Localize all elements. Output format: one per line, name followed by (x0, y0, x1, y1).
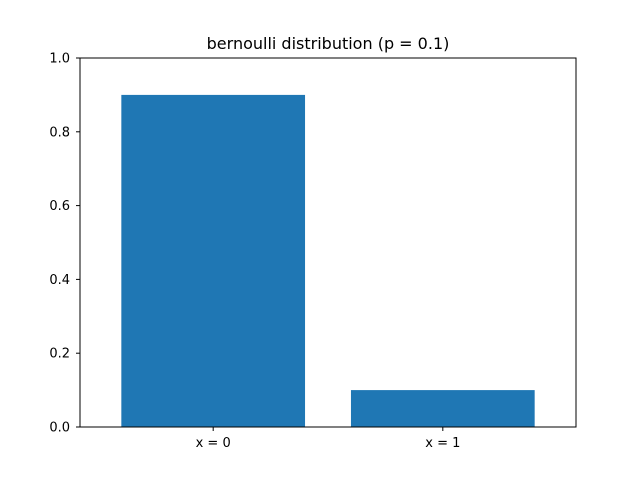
x-tick-label-1: x = 1 (425, 436, 460, 451)
y-tick-label-1: 0.2 (49, 347, 70, 362)
y-tick-label-5: 1.0 (49, 52, 70, 67)
y-tick-label-0: 0.0 (49, 421, 70, 436)
x-tick-label-0: x = 0 (196, 436, 231, 451)
x-axis-ticks: x = 0 x = 1 (196, 427, 460, 451)
plot-frame (79, 57, 577, 428)
bar-1 (350, 390, 535, 427)
y-tick-label-2: 0.4 (49, 273, 70, 288)
bars-group (121, 94, 535, 428)
y-tick-label-3: 0.6 (49, 199, 70, 214)
bar-0 (121, 94, 306, 428)
y-axis-ticks: 0.0 0.2 0.4 0.6 0.8 1.0 (49, 52, 80, 436)
y-tick-label-4: 0.8 (49, 125, 70, 140)
chart-title: bernoulli distribution (p = 0.1) (207, 34, 450, 53)
